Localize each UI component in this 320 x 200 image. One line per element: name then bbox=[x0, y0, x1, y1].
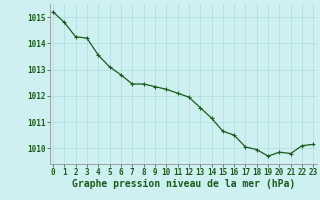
X-axis label: Graphe pression niveau de la mer (hPa): Graphe pression niveau de la mer (hPa) bbox=[72, 179, 295, 189]
